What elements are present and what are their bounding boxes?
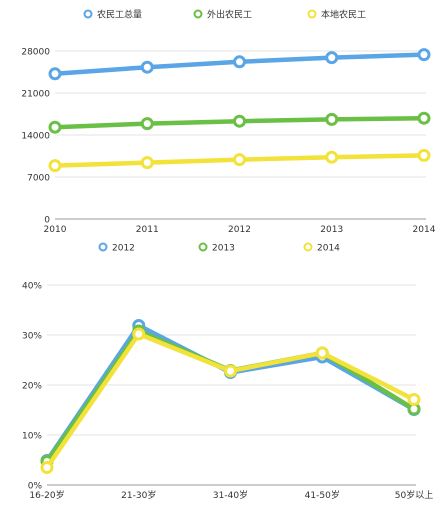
legend-marker <box>303 242 313 252</box>
y-tick-label: 40% <box>22 282 42 292</box>
x-tick-label: 31-40岁 <box>213 489 248 501</box>
series-2 <box>48 111 431 134</box>
legend-marker <box>83 9 93 19</box>
legend-item: 2014 <box>303 242 340 254</box>
x-tick-label: 41-50岁 <box>305 489 340 501</box>
data-point <box>417 48 431 62</box>
y-tick-label: 28000 <box>21 48 50 58</box>
legend-item: 本地农民工 <box>307 9 366 21</box>
data-point <box>40 461 54 474</box>
legend-marker <box>98 242 108 252</box>
series-line <box>44 323 417 463</box>
data-point <box>48 120 62 134</box>
legend-item: 2013 <box>198 242 235 254</box>
x-tick-label: 2013 <box>320 225 343 235</box>
x-tick-label: 21-30岁 <box>121 489 156 501</box>
x-tick-label: 16-20岁 <box>29 489 64 501</box>
data-point <box>140 117 154 131</box>
data-point <box>132 327 146 341</box>
legend-item: 2012 <box>98 242 135 254</box>
data-point <box>48 67 62 81</box>
data-point <box>325 150 339 164</box>
y-tick-label: 14000 <box>21 132 50 142</box>
data-point <box>325 112 339 126</box>
chart-1: 农民工总量 外出农民工 本地农民工 0 7000 14000 21000 28000 2010 2… <box>21 9 435 236</box>
y-tick-label: 10% <box>22 432 42 442</box>
legend-marker <box>198 242 208 252</box>
x-tick-label: 2011 <box>136 225 159 235</box>
legend-marker <box>307 9 317 19</box>
data-point <box>233 55 246 69</box>
series-line <box>44 331 417 470</box>
series-line <box>44 328 417 464</box>
y-tick-label: 30% <box>22 332 42 342</box>
x-tick-label: 2014 <box>413 225 436 235</box>
y-tick-label: 0 <box>44 216 50 226</box>
y-tick-label: 0% <box>28 482 43 492</box>
x-tick-label: 2010 <box>44 225 67 235</box>
data-point <box>407 393 421 406</box>
data-point <box>224 364 237 378</box>
series-3 <box>48 148 431 173</box>
y-tick-label: 7000 <box>27 174 50 184</box>
data-point <box>417 111 431 125</box>
data-point <box>417 148 431 162</box>
y-tick-label: 21000 <box>21 90 50 100</box>
legend-item: 农民工总量 <box>83 9 142 21</box>
y-tick-label: 20% <box>22 382 42 392</box>
data-point <box>48 159 62 173</box>
legend-label: 农民工总量 <box>97 9 142 21</box>
data-point <box>140 156 154 170</box>
x-tick-label: 50岁以上 <box>395 489 433 501</box>
x-tick-label: 2012 <box>228 225 251 235</box>
legend-label: 外出农民工 <box>207 9 252 21</box>
data-point <box>315 346 329 360</box>
legend-label: 2014 <box>317 244 340 254</box>
series-3 <box>40 327 421 474</box>
data-point <box>325 51 339 65</box>
chart-2: 2012 2013 2014 0% 10% 20% 30% 40% 16-20岁 21-30岁 31… <box>22 242 433 501</box>
legend-item: 外出农民工 <box>193 9 252 21</box>
legend-marker <box>193 9 203 19</box>
legend-label: 2013 <box>212 244 235 254</box>
data-point <box>233 114 246 128</box>
legend-label: 2012 <box>112 244 135 254</box>
data-point <box>140 60 154 74</box>
legend-label: 本地农民工 <box>321 9 366 21</box>
series-1 <box>48 48 431 81</box>
data-point <box>233 153 246 167</box>
